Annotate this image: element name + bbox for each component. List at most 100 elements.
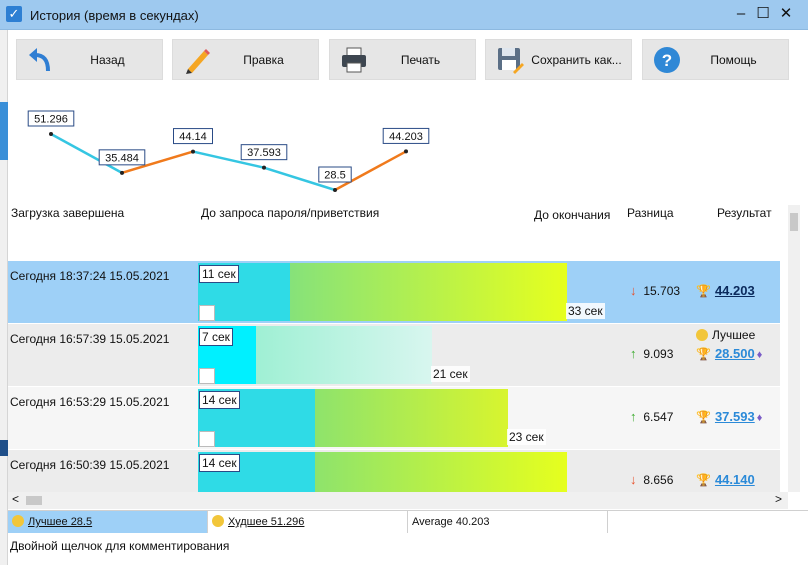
arrow-down-icon: ↓ (630, 283, 637, 298)
table-row[interactable]: Сегодня 18:37:24 15.05.2021 11 сек 33 се… (8, 261, 780, 323)
row-date: Сегодня 16:57:39 15.05.2021 (10, 332, 170, 346)
vertical-scroll-thumb[interactable] (790, 213, 798, 231)
save-as-button[interactable]: Сохранить как... (485, 39, 632, 80)
diff-value: ↑ 6.547 (630, 409, 673, 424)
vertical-scrollbar[interactable] (788, 205, 800, 492)
arrow-up-icon: ↑ (630, 346, 637, 361)
app-check-icon: ✓ (6, 6, 22, 22)
close-button[interactable]: ✕ (779, 5, 793, 22)
result-text: 28.500 (714, 346, 755, 361)
maximize-button[interactable]: ☐ (756, 5, 770, 22)
status-average: Average 40.203 (408, 511, 608, 533)
left-strip-accent (0, 102, 8, 160)
status-best-text: Лучшее 28.5 (28, 516, 93, 528)
best-text: Лучшее (712, 328, 756, 342)
diff-value: ↑ 9.093 (630, 346, 673, 361)
diff-text: 9.093 (643, 347, 674, 361)
chart-value-label: 44.203 (389, 131, 423, 143)
scroll-right-icon[interactable]: > (774, 492, 782, 506)
back-button[interactable]: Назад (16, 39, 163, 80)
status-best[interactable]: Лучшее 28.5 (8, 511, 208, 533)
second-phase-bar (315, 452, 567, 492)
comment-pencil-icon[interactable] (199, 368, 215, 384)
status-bar: Лучшее 28.5 Худшее 51.296 Average 40.203 (8, 510, 808, 533)
pencil-icon (186, 49, 210, 74)
column-to-end-header: До окончания (534, 208, 611, 222)
left-strip (0, 30, 8, 565)
chart-label-box (27, 110, 75, 127)
chart-value-label: 51.296 (34, 114, 68, 126)
status-worst[interactable]: Худшее 51.296 (208, 511, 408, 533)
smiley-icon (12, 515, 24, 527)
left-strip-marker (0, 440, 8, 456)
comment-pencil-icon[interactable] (199, 431, 215, 447)
help-label: Помощь (710, 53, 757, 67)
title-bar: ✓ История (время в секундах) – ☐ ✕ (0, 0, 808, 30)
result-value[interactable]: 🏆 44.140 (696, 472, 755, 487)
print-label: Печать (400, 53, 441, 67)
history-line-chart: 51.296 35.484 44.14 37.593 28.5 44.203 (27, 110, 430, 192)
save-as-label: Сохранить как... (531, 53, 622, 67)
diff-value: ↓ 15.703 (630, 283, 680, 298)
result-value[interactable]: 🏆 44.203 (696, 283, 755, 298)
row-date: Сегодня 16:53:29 15.05.2021 (10, 395, 170, 409)
second-phase-bar (256, 326, 432, 384)
column-load-header: Загрузка завершена (11, 206, 125, 220)
chart-segment (334, 150, 407, 192)
table-row[interactable]: Сегодня 16:57:39 15.05.2021 7 сек 21 сек… (8, 324, 780, 386)
chart-value-label: 35.484 (105, 152, 139, 164)
edit-label: Правка (243, 53, 284, 67)
chart-label-box (382, 127, 430, 144)
back-arrow-icon (29, 48, 50, 72)
scroll-left-icon[interactable]: < (12, 492, 20, 506)
chart-label-box (318, 166, 352, 183)
edit-button[interactable]: Правка (172, 39, 319, 80)
save-icon (498, 48, 524, 74)
result-text: 44.203 (714, 283, 755, 298)
table-row[interactable]: Сегодня 16:50:39 15.05.2021 14 сек ↓ 8.6… (8, 450, 780, 492)
window-title: История (время в секундах) (30, 8, 199, 23)
chart-segment (50, 132, 123, 174)
horizontal-scroll-thumb[interactable] (26, 496, 42, 505)
rocket-icon: ♦ (756, 349, 763, 361)
first-phase-label: 14 сек (199, 391, 240, 409)
smiley-icon (212, 515, 224, 527)
total-time-label: 33 сек (566, 303, 605, 319)
chart-value-label: 37.593 (247, 147, 281, 159)
chart-point (333, 188, 337, 192)
help-button[interactable]: ? Помощь (642, 39, 789, 80)
print-button[interactable]: Печать (329, 39, 476, 80)
back-label: Назад (90, 53, 125, 67)
arrow-down-icon: ↓ (630, 472, 637, 487)
chart-point (49, 132, 53, 136)
minimize-button[interactable]: – (736, 5, 746, 22)
row-date: Сегодня 18:37:24 15.05.2021 (10, 269, 170, 283)
status-worst-text: Худшее 51.296 (228, 516, 305, 528)
comment-pencil-icon[interactable] (199, 305, 215, 321)
diff-value: ↓ 8.656 (630, 472, 673, 487)
result-value[interactable]: 🏆 28.500 ♦ (696, 346, 762, 361)
printer-icon (342, 47, 366, 73)
diff-text: 15.703 (643, 284, 681, 298)
chart-label-box (240, 144, 288, 161)
trophy-icon: 🏆 (696, 473, 711, 487)
result-value[interactable]: 🏆 37.593 ♦ (696, 409, 762, 424)
total-time-label: 21 сек (431, 366, 470, 382)
result-text: 44.140 (714, 472, 755, 487)
arrow-up-icon: ↑ (630, 409, 637, 424)
chart-label-box (173, 128, 213, 145)
chart-label-box (98, 149, 146, 166)
column-diff-header: Разница (627, 206, 674, 220)
second-phase-bar (290, 263, 567, 321)
rocket-icon: ♦ (756, 412, 763, 424)
horizontal-scrollbar[interactable]: < > (8, 492, 788, 509)
chart-segment (263, 166, 336, 192)
smiley-icon (696, 329, 708, 341)
table-row[interactable]: Сегодня 16:53:29 15.05.2021 14 сек 23 се… (8, 387, 780, 449)
first-phase-label: 7 сек (199, 328, 233, 346)
result-text: 37.593 (714, 409, 755, 424)
chart-point (191, 149, 195, 154)
trophy-icon: 🏆 (696, 284, 711, 298)
diff-text: 8.656 (643, 473, 674, 487)
help-icon: ? (654, 47, 680, 73)
